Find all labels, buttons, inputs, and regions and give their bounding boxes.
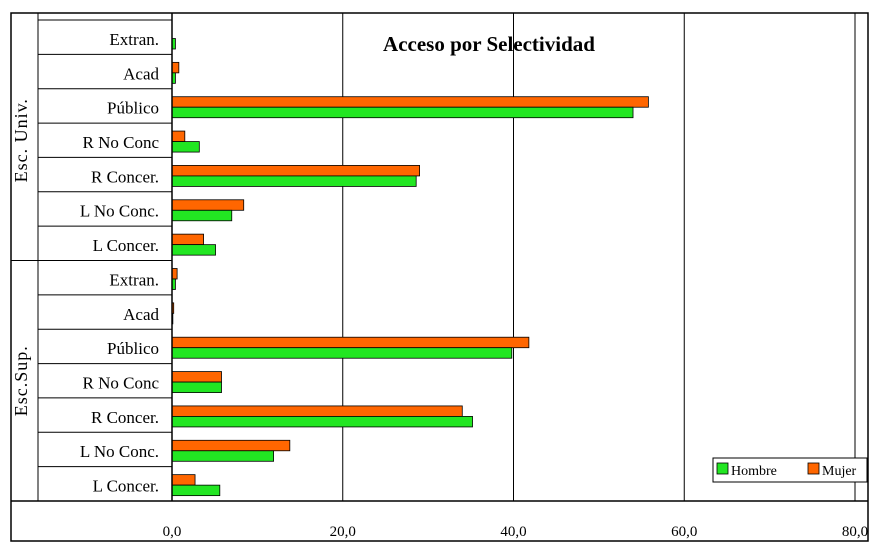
legend-label-hombre: Hombre — [731, 464, 777, 479]
bar-hombre — [171, 209, 233, 222]
bar-hombre — [171, 244, 216, 256]
bar-mujer — [171, 130, 186, 142]
bar-mujer — [171, 439, 291, 452]
y-category-label: R Concer. — [91, 408, 159, 427]
y-category-label: R No Conc — [83, 133, 160, 152]
bar-mujer — [171, 474, 196, 486]
bar-hombre — [171, 141, 200, 153]
y-category-label: R No Conc — [83, 373, 160, 392]
bar-mujer — [171, 268, 178, 280]
x-tick-label: 60,0 — [671, 524, 697, 540]
bar-mujer — [171, 336, 530, 349]
axes — [11, 13, 868, 502]
bar-mujer — [171, 96, 649, 108]
y-category-label: Acad — [123, 305, 159, 324]
y-category-label: L No Conc. — [80, 442, 159, 461]
bar-hombre — [171, 484, 221, 497]
y-category-label: Extran. — [109, 30, 159, 49]
legend: Hombre Mujer — [712, 457, 868, 483]
bar-mujer — [171, 165, 420, 177]
y-category-label: L Concer. — [93, 236, 159, 255]
bar-mujer — [171, 61, 180, 74]
bar-hombre — [171, 416, 473, 428]
y-category-label: Acad — [123, 64, 159, 83]
bar-hombre — [171, 450, 274, 462]
bar-hombre — [171, 381, 222, 393]
group-label: Esc. Univ. — [11, 98, 31, 182]
y-category-label: L No Conc. — [80, 202, 159, 221]
bar-mujer — [171, 405, 463, 417]
x-tick-label: 40,0 — [500, 524, 526, 540]
x-tick-label: 20,0 — [330, 524, 356, 540]
bar-hombre — [171, 347, 513, 359]
axis-labels: 0,0 20,0 40,0 60,0 80,0 Extran. Acad Público R N… — [11, 30, 868, 540]
y-category-label: Público — [107, 339, 159, 358]
chart-title: Acceso por Selectividad — [383, 32, 595, 56]
legend-swatch-mujer — [807, 462, 820, 475]
legend-box — [712, 457, 868, 483]
y-category-label: Público — [107, 99, 159, 118]
bar-mujer — [171, 371, 222, 383]
y-category-label: L Concer. — [93, 477, 159, 496]
legend-swatch-hombre — [716, 462, 729, 475]
legend-label-mujer: Mujer — [822, 464, 857, 479]
bar-hombre — [171, 175, 417, 187]
x-tick-label: 80,0 — [842, 524, 868, 540]
bar-mujer — [171, 199, 245, 211]
bar-mujer — [171, 233, 204, 246]
y-category-label: R Concer. — [91, 167, 159, 186]
bar-hombre — [171, 106, 634, 119]
group-label: Esc.Sup. — [11, 345, 31, 416]
x-tick-label: 0,0 — [163, 524, 182, 540]
y-category-label: Extran. — [109, 270, 159, 289]
